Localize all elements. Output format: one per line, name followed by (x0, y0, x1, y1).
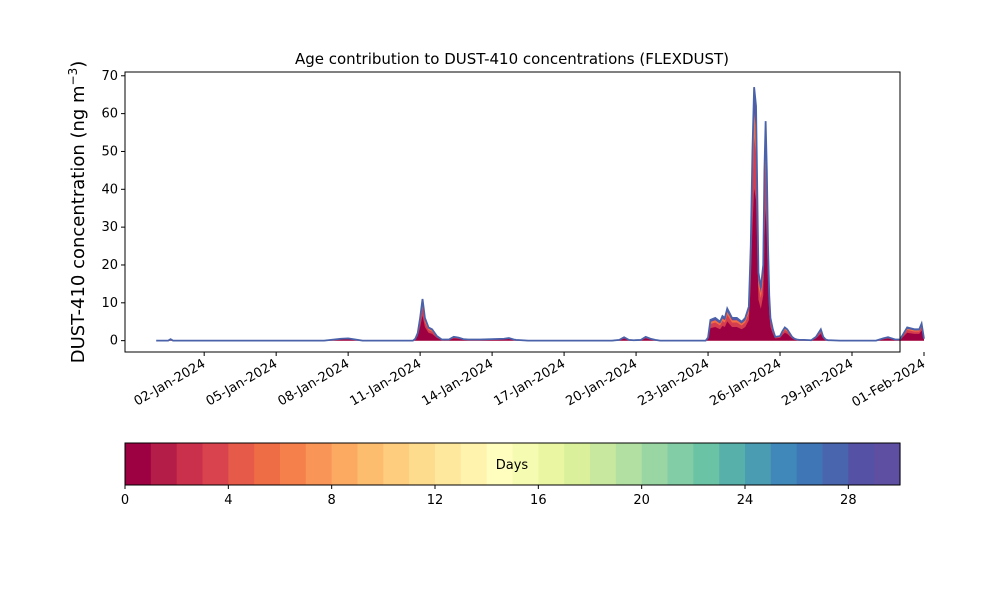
colorbar-segment (254, 443, 281, 485)
x-tick-label: 02-Jan-2024 (132, 356, 209, 409)
colorbar-segment (460, 443, 488, 485)
colorbar-segment (357, 443, 384, 485)
y-axis-label-close: ) (68, 61, 89, 68)
x-tick-label: 14-Jan-2024 (420, 356, 497, 409)
colorbar-segment (202, 443, 229, 485)
svg-text:DUST-410 concentration (ng m−3: DUST-410 concentration (ng m−3) (66, 61, 89, 364)
y-tick-label: 30 (101, 220, 118, 235)
colorbar-tick-label: 4 (224, 493, 232, 508)
colorbar-segment (228, 443, 255, 485)
colorbar-segment (848, 443, 875, 485)
colorbar-tick-label: 16 (530, 493, 547, 508)
colorbar-segment (486, 443, 514, 485)
colorbar-segment (641, 443, 669, 485)
colorbar-segment (280, 443, 307, 485)
y-axis-label: DUST-410 concentration (ng m−3) (66, 61, 89, 364)
x-tick-label: 01-Feb-2024 (849, 356, 928, 410)
colorbar-segment (150, 443, 178, 485)
colorbar-segment (693, 443, 720, 485)
colorbar-segment (383, 443, 410, 485)
age-band-1 (156, 137, 924, 341)
plot-area (156, 87, 925, 342)
chart-title: Age contribution to DUST-410 concentrati… (295, 50, 729, 68)
y-tick-label: 70 (101, 69, 118, 84)
x-tick-label: 29-Jan-2024 (779, 356, 856, 409)
y-axis-label-superscript: −3 (66, 68, 80, 86)
x-tick-label: 26-Jan-2024 (707, 356, 784, 409)
y-tick-label: 50 (101, 144, 118, 159)
x-axis: 02-Jan-202405-Jan-202408-Jan-202411-Jan-… (132, 352, 928, 410)
x-tick-label: 23-Jan-2024 (635, 356, 712, 409)
colorbar-tick-label: 0 (121, 493, 129, 508)
colorbar-tick-label: 24 (737, 493, 754, 508)
colorbar-segment (176, 443, 204, 485)
y-axis: 0 10 20 30 40 50 60 70 (101, 69, 125, 349)
colorbar-segment (564, 443, 591, 485)
colorbar-segment (125, 443, 152, 485)
x-tick-label: 08-Jan-2024 (276, 356, 353, 409)
colorbar-segment (538, 443, 565, 485)
y-tick-label: 40 (101, 182, 118, 197)
colorbar-segment (874, 443, 901, 485)
y-tick-label: 10 (101, 296, 118, 311)
x-tick-label: 05-Jan-2024 (204, 356, 281, 409)
colorbar-label: Days (496, 458, 529, 473)
plot-frame (124, 71, 901, 353)
colorbar-tick-label: 12 (427, 493, 444, 508)
colorbar-frame (124, 442, 901, 486)
colorbar-tick-label: 20 (633, 493, 650, 508)
colorbar-segment (719, 443, 746, 485)
colorbar-tick-label: 8 (328, 493, 336, 508)
x-tick-label: 20-Jan-2024 (563, 356, 640, 409)
x-tick-label: 11-Jan-2024 (348, 356, 425, 409)
colorbar (124, 442, 901, 486)
colorbar-tick-label: 28 (840, 493, 857, 508)
colorbar-segment (512, 443, 539, 485)
colorbar-segment (615, 443, 643, 485)
colorbar-segment (770, 443, 798, 485)
total-line (156, 87, 925, 342)
total-area (156, 87, 924, 341)
y-tick-label: 60 (101, 107, 118, 122)
y-tick-label: 0 (110, 334, 118, 349)
colorbar-segment (331, 443, 359, 485)
x-tick-label: 17-Jan-2024 (491, 356, 568, 409)
colorbar-segment (590, 443, 617, 485)
colorbar-segment (667, 443, 694, 485)
colorbar-segment (822, 443, 849, 485)
age-band-0 (156, 188, 924, 341)
colorbar-axis: 0 4 8 12 16 20 24 28 (121, 485, 857, 508)
colorbar-segment (409, 443, 436, 485)
colorbar-segment (435, 443, 462, 485)
y-tick-label: 20 (101, 258, 118, 273)
colorbar-segment (745, 443, 772, 485)
colorbar-segment (305, 443, 333, 485)
y-axis-label-text: DUST-410 concentration (ng m (68, 85, 89, 363)
age-band-2 (156, 112, 924, 341)
colorbar-segment (796, 443, 824, 485)
